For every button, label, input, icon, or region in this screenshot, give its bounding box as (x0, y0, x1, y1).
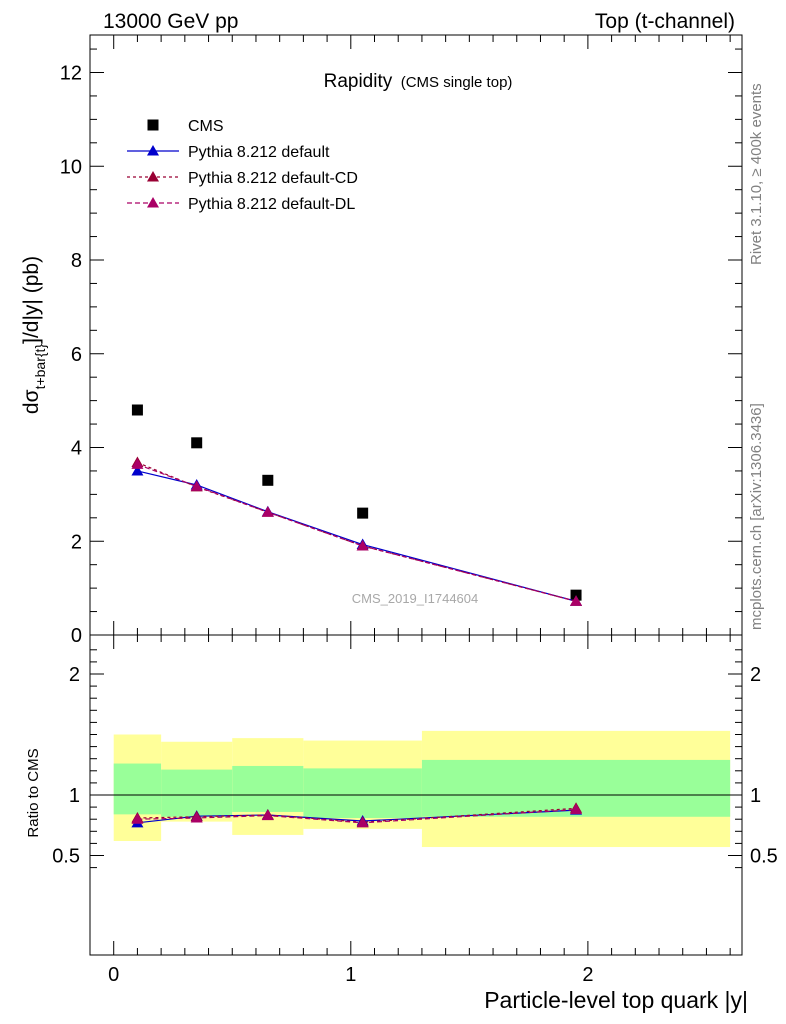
legend-marker-cms (147, 119, 159, 131)
ratio-series-group (131, 802, 583, 828)
x-tick-label: 1 (345, 964, 356, 986)
plot-title-main: Rapidity (324, 71, 393, 92)
y-axis-label-main-sub: t+bar{t} (32, 344, 48, 390)
y-tick-label-main: 8 (71, 250, 82, 272)
data-point-default (131, 464, 144, 476)
ratio-band-inner (232, 765, 304, 812)
mcplots-label: mcplots.cern.ch [arXiv:1306.3436] (748, 403, 765, 630)
data-point-dl (570, 595, 583, 606)
data-point-cms (262, 474, 274, 486)
y-tick-label-ratio-right: 0.5 (750, 846, 778, 868)
series-line-dl (137, 463, 577, 602)
data-point-dl (131, 458, 144, 469)
y-axis-label-main-prefix: dσ (20, 389, 43, 414)
legend-label: CMS (188, 118, 224, 135)
data-point-dl (131, 813, 144, 824)
legend-marker-dl (147, 197, 159, 208)
watermark: CMS_2019_I1744604 (352, 591, 479, 606)
y-tick-label-main: 12 (60, 63, 82, 85)
header-left: 13000 GeV pp (103, 10, 238, 33)
y-tick-label-ratio: 2 (69, 664, 80, 686)
data-point-cms (357, 507, 369, 519)
plot-title: Rapidity (CMS single top) (324, 71, 513, 92)
ratio-band-inner (303, 768, 422, 818)
legend-marker-cd (147, 171, 159, 182)
y-tick-label-main: 6 (71, 344, 82, 366)
series-line-default (137, 470, 577, 602)
y-axis-label-ratio: Ratio to CMS (25, 748, 42, 837)
y-tick-label-ratio-right: 2 (750, 664, 761, 686)
header-right: Top (t-channel) (595, 10, 735, 33)
legend-label: Pythia 8.212 default-CD (188, 170, 358, 187)
ratio-uncertainty-bands (113, 730, 731, 848)
x-tick-label: 0 (108, 964, 119, 986)
y-tick-label-ratio: 1 (69, 785, 80, 807)
y-tick-label-main: 0 (71, 625, 82, 647)
y-tick-label-main: 2 (71, 531, 82, 553)
ratio-band-inner (113, 763, 162, 815)
legend-label: Pythia 8.212 default-DL (188, 196, 355, 213)
data-point-cms (131, 404, 143, 416)
data-point-dl (356, 816, 369, 828)
rivet-label: Rivet 3.1.10, ≥ 400k events (748, 83, 765, 265)
series-line-cd (137, 461, 577, 602)
legend-label: Pythia 8.212 default (188, 144, 330, 161)
legend-marker-default (147, 145, 159, 156)
x-tick-label: 2 (582, 964, 593, 986)
data-point-dl (190, 480, 203, 491)
data-point-dl (261, 506, 274, 517)
data-point-cms (570, 589, 582, 601)
series-line-cd (137, 807, 577, 823)
y-axis-label-main: dσt+bar{t}]/d|y| (pb) (20, 256, 48, 414)
ratio-band-inner (161, 769, 233, 817)
y-tick-label-main: 4 (71, 438, 82, 460)
legend: CMS Pythia 8.212 default Pythia 8.212 defa… (127, 118, 358, 213)
data-point-cms (191, 437, 203, 449)
y-tick-label-ratio-right: 1 (750, 785, 761, 807)
y-tick-label-main: 10 (60, 156, 82, 178)
x-axis-label: Particle-level top quark |y| (484, 987, 748, 1013)
data-point-dl (570, 803, 583, 815)
data-point-dl (261, 809, 274, 821)
y-axis-label-main-suffix: ]/d|y| (pb) (20, 256, 43, 344)
y-tick-label-ratio: 0.5 (52, 846, 80, 868)
main-series-group (131, 404, 583, 606)
data-point-dl (190, 811, 203, 823)
plot-title-sub: (CMS single top) (401, 74, 513, 91)
data-point-dl (356, 539, 369, 551)
